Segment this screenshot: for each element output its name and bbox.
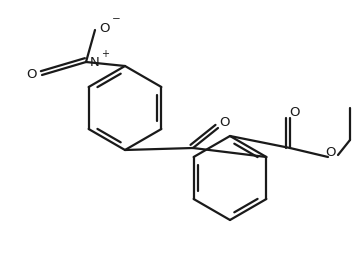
Text: O: O (99, 22, 110, 35)
Text: O: O (26, 69, 37, 82)
Text: −: − (112, 14, 121, 24)
Text: O: O (290, 105, 300, 119)
Text: N: N (90, 56, 100, 69)
Text: O: O (220, 116, 230, 129)
Text: +: + (101, 49, 109, 59)
Text: O: O (326, 146, 336, 158)
